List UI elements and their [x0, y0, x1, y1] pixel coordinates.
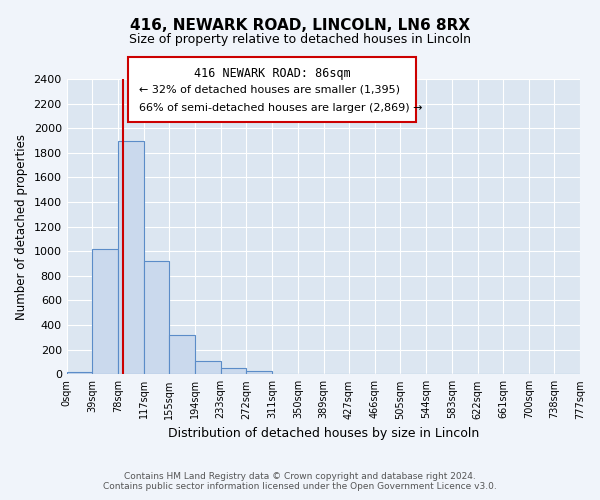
Text: Size of property relative to detached houses in Lincoln: Size of property relative to detached ho… [129, 32, 471, 46]
Bar [169, 335, 195, 374]
FancyBboxPatch shape [128, 57, 416, 122]
Text: ← 32% of detached houses are smaller (1,395): ← 32% of detached houses are smaller (1,… [139, 85, 400, 95]
Bar [92, 249, 118, 374]
Bar [144, 261, 169, 374]
Bar [118, 140, 144, 374]
Y-axis label: Number of detached properties: Number of detached properties [15, 134, 28, 320]
Bar [195, 361, 221, 374]
Text: 416 NEWARK ROAD: 86sqm: 416 NEWARK ROAD: 86sqm [194, 67, 350, 80]
Bar [67, 372, 92, 374]
Bar [221, 368, 247, 374]
X-axis label: Distribution of detached houses by size in Lincoln: Distribution of detached houses by size … [168, 427, 479, 440]
Text: 66% of semi-detached houses are larger (2,869) →: 66% of semi-detached houses are larger (… [139, 102, 422, 113]
Text: Contains HM Land Registry data © Crown copyright and database right 2024.: Contains HM Land Registry data © Crown c… [124, 472, 476, 481]
Text: Contains public sector information licensed under the Open Government Licence v3: Contains public sector information licen… [103, 482, 497, 491]
Bar [247, 371, 272, 374]
Text: 416, NEWARK ROAD, LINCOLN, LN6 8RX: 416, NEWARK ROAD, LINCOLN, LN6 8RX [130, 18, 470, 32]
